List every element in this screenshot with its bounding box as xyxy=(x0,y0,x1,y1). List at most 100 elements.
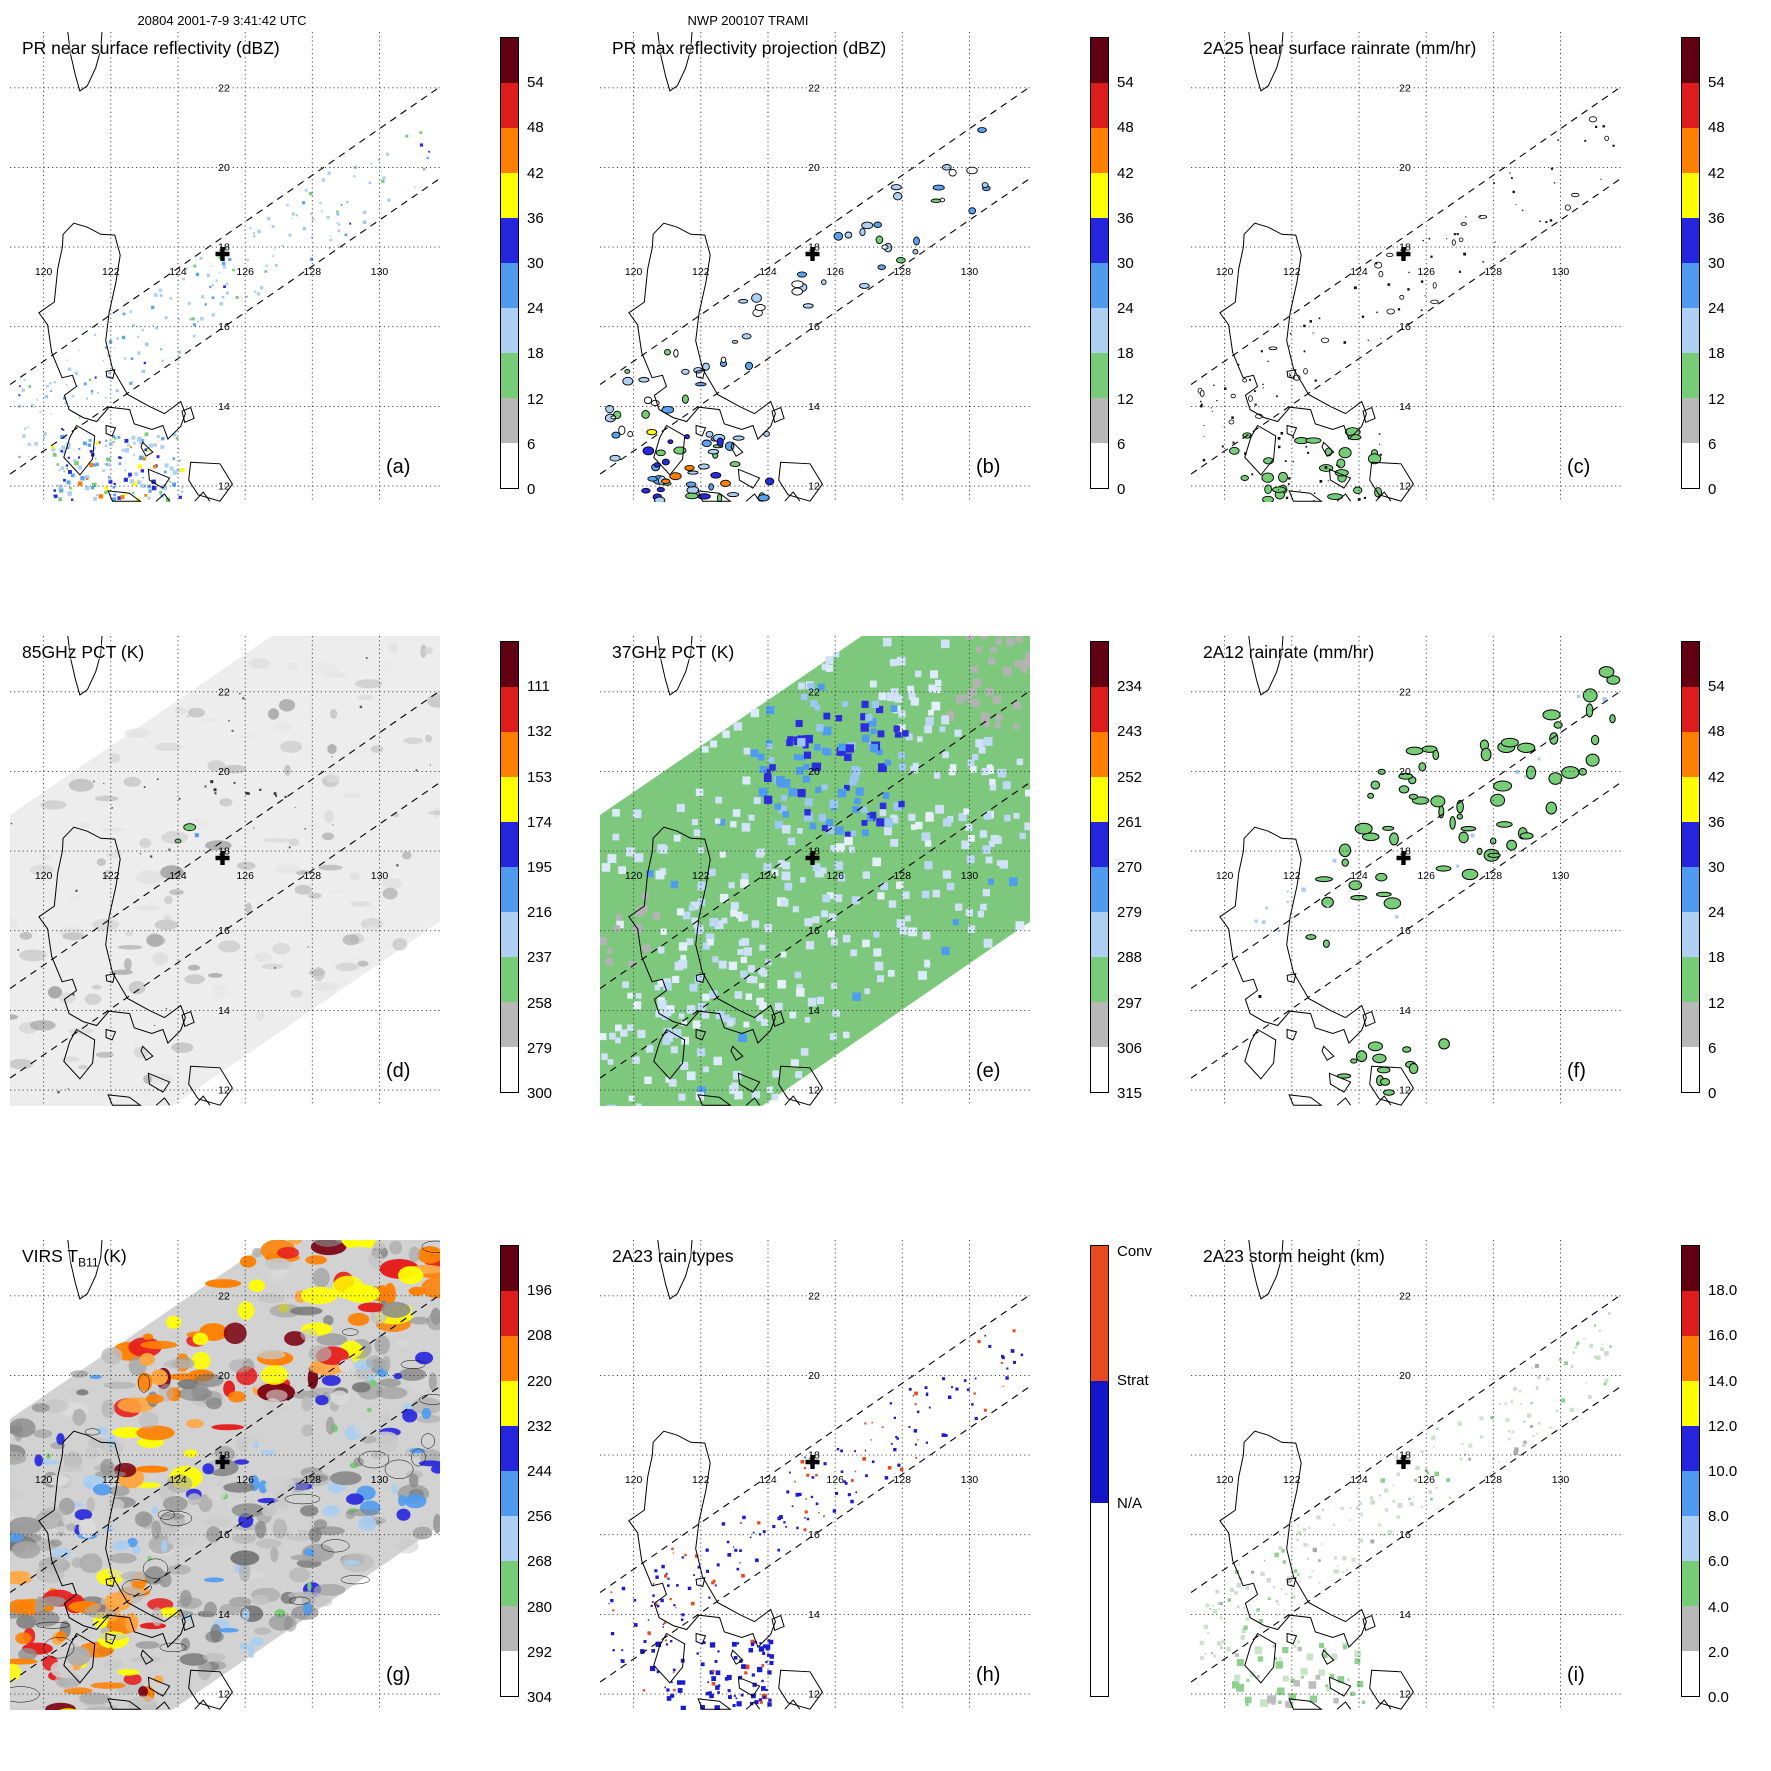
svg-text:20: 20 xyxy=(808,162,820,174)
svg-text:14: 14 xyxy=(808,1005,820,1017)
svg-text:22: 22 xyxy=(1399,1290,1411,1302)
colorbar-tick-label: 8.0 xyxy=(1708,1508,1729,1525)
svg-text:126: 126 xyxy=(236,870,254,882)
colorbar-segment xyxy=(1091,1002,1108,1047)
svg-text:14: 14 xyxy=(808,1609,820,1621)
colorbar-segment xyxy=(501,777,518,822)
panel-letter: (c) xyxy=(1567,456,1591,478)
coastlines xyxy=(628,636,824,1106)
panel-title: 2A25 near surface rainrate (mm/hr) xyxy=(1203,38,1477,58)
colorbar-segment xyxy=(1682,1047,1699,1092)
colorbar xyxy=(1681,641,1700,1093)
svg-text:14: 14 xyxy=(218,401,230,413)
svg-text:130: 130 xyxy=(1552,1474,1570,1486)
svg-text:122: 122 xyxy=(1283,266,1301,278)
colorbar-tick-label: 280 xyxy=(527,1599,553,1616)
colorbar-tick-label: 243 xyxy=(1117,723,1143,740)
svg-text:128: 128 xyxy=(304,266,322,278)
colorbar-segment xyxy=(1682,1516,1699,1561)
colorbar-tick-label: 216 xyxy=(527,904,553,921)
colorbar-tick-label: 279 xyxy=(527,1040,553,1057)
colorbar-tick-label: 196 xyxy=(527,1282,553,1299)
colorbar-tick-label: 2.0 xyxy=(1708,1644,1729,1661)
colorbar-tick-label: 30 xyxy=(527,255,544,272)
svg-text:124: 124 xyxy=(1350,870,1368,882)
coastlines xyxy=(1219,1240,1415,1710)
svg-text:130: 130 xyxy=(371,1474,389,1486)
svg-text:124: 124 xyxy=(759,1474,777,1486)
svg-text:16: 16 xyxy=(808,1529,820,1541)
colorbar-segment xyxy=(501,1047,518,1092)
coastlines xyxy=(38,32,234,502)
svg-text:124: 124 xyxy=(169,1474,187,1486)
panel-title: VIRS TB11 (K) xyxy=(22,1246,127,1270)
svg-text:130: 130 xyxy=(371,870,389,882)
svg-text:130: 130 xyxy=(961,266,979,278)
colorbar-segment xyxy=(501,1291,518,1336)
colorbar-segment xyxy=(1682,1606,1699,1651)
colorbar-tick-label: 24 xyxy=(1708,904,1725,921)
panel-b: 120 122 124 126 128 130 22 20 18 16 14 12 PR max ref… xyxy=(590,32,1180,537)
colorbar-tick-label: 10.0 xyxy=(1708,1463,1738,1480)
panel-letter: (a) xyxy=(386,456,411,478)
data-layer xyxy=(10,636,440,1106)
svg-text:126: 126 xyxy=(826,870,844,882)
colorbar-tick-label: 36 xyxy=(1708,210,1725,227)
colorbar xyxy=(500,37,519,489)
svg-text:20: 20 xyxy=(808,1370,820,1382)
graticule xyxy=(10,1240,440,1710)
colorbar-segment xyxy=(1091,732,1108,777)
colorbar-tick-label: 174 xyxy=(527,814,553,831)
colorbar-segment xyxy=(501,1606,518,1651)
colorbar-segment xyxy=(501,1561,518,1606)
colorbar-tick-label: 270 xyxy=(1117,859,1143,876)
colorbar-segment xyxy=(1091,687,1108,732)
svg-text:22: 22 xyxy=(1399,82,1411,94)
colorbar-tick-label: 14.0 xyxy=(1708,1373,1738,1390)
colorbar-tick-label: 30 xyxy=(1117,255,1134,272)
colorbar xyxy=(1090,37,1109,489)
colorbar-segment xyxy=(1682,38,1699,83)
svg-text:124: 124 xyxy=(1350,1474,1368,1486)
colorbar-tick-label: 153 xyxy=(527,769,553,786)
colorbar-tick-label: 244 xyxy=(527,1463,553,1480)
data-layer xyxy=(604,127,991,502)
svg-text:120: 120 xyxy=(35,1474,53,1486)
svg-text:22: 22 xyxy=(1399,686,1411,698)
colorbar-segment xyxy=(1682,1426,1699,1471)
colorbar-segment xyxy=(1682,218,1699,263)
svg-text:22: 22 xyxy=(808,82,820,94)
colorbar-tick-label: 220 xyxy=(527,1373,553,1390)
coastlines xyxy=(628,32,824,502)
svg-text:14: 14 xyxy=(1399,1005,1411,1017)
data-layer xyxy=(1199,1312,1612,1709)
colorbar-tick-label: 12 xyxy=(1708,391,1725,408)
panel-title: 85GHz PCT (K) xyxy=(22,642,145,662)
colorbar-segment xyxy=(1682,822,1699,867)
graticule xyxy=(600,32,1030,502)
colorbar-segment xyxy=(501,308,518,353)
svg-text:16: 16 xyxy=(218,925,230,937)
swath-edge-lines xyxy=(1191,690,1621,1079)
svg-text:122: 122 xyxy=(102,266,120,278)
colorbar-tick-label: 18 xyxy=(1708,345,1725,362)
svg-text:124: 124 xyxy=(759,870,777,882)
svg-text:122: 122 xyxy=(102,870,120,882)
svg-text:20: 20 xyxy=(808,766,820,778)
colorbar-tick-label: 36 xyxy=(1117,210,1134,227)
svg-text:120: 120 xyxy=(1216,1474,1234,1486)
colorbar-tick-label: 6 xyxy=(1117,436,1126,453)
storm-center-marker xyxy=(215,247,230,261)
colorbar-tick-label: 12 xyxy=(1708,995,1725,1012)
colorbar-segment xyxy=(501,1246,518,1291)
colorbar-segment xyxy=(1091,642,1108,687)
svg-text:122: 122 xyxy=(1283,1474,1301,1486)
colorbar-segment xyxy=(501,443,518,488)
panel-letter: (h) xyxy=(976,1664,1001,1686)
svg-text:14: 14 xyxy=(218,1609,230,1621)
colorbar-label: N/A xyxy=(1117,1495,1143,1512)
colorbar-segment xyxy=(1091,128,1108,173)
colorbar-segment xyxy=(1091,38,1108,83)
